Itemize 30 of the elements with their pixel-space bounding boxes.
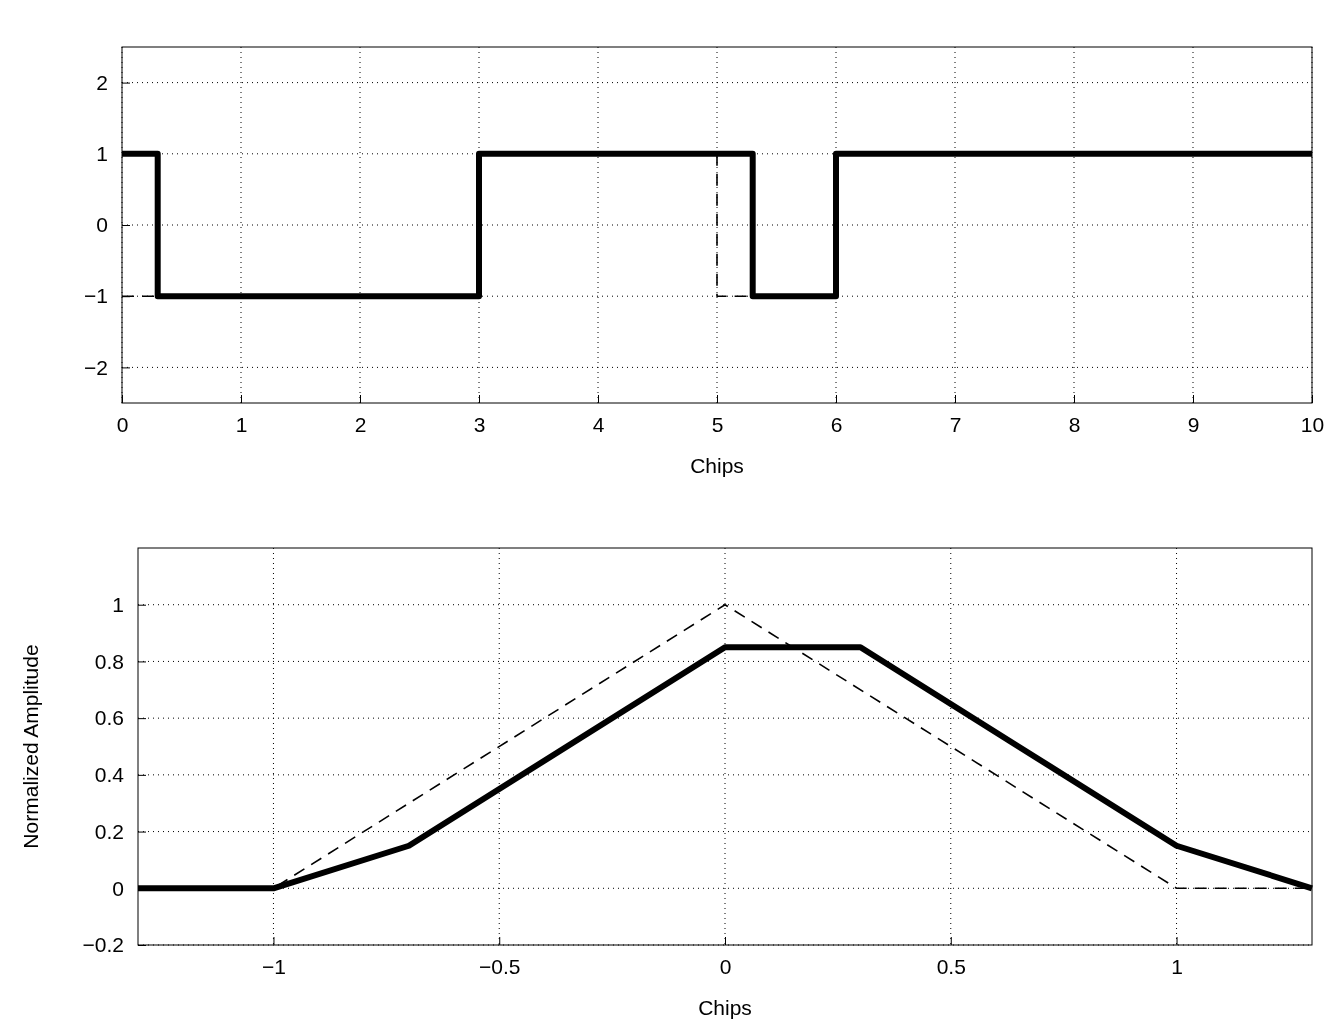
x-tick-label: 3 bbox=[473, 412, 486, 436]
x-tick-label: −0.5 bbox=[479, 954, 521, 978]
y-tick-label: 1 bbox=[112, 592, 124, 616]
y-tick-label: −1 bbox=[84, 284, 108, 308]
x-tick-label: 8 bbox=[1068, 412, 1081, 436]
x-tick-label: −1 bbox=[261, 954, 286, 978]
x-tick-label: 7 bbox=[949, 412, 962, 436]
x-axis-title: Chips bbox=[690, 454, 744, 477]
x-tick-label: 2 bbox=[354, 412, 367, 436]
x-tick-label: 9 bbox=[1187, 412, 1200, 436]
x-tick-label: 0 bbox=[719, 954, 732, 978]
y-tick-label: 0 bbox=[112, 876, 124, 900]
x-axis-title: Chips bbox=[698, 996, 752, 1019]
x-tick-label: 1 bbox=[235, 412, 248, 436]
y-tick-label: 0 bbox=[96, 213, 108, 237]
y-tick-label: 0.2 bbox=[94, 819, 124, 843]
x-tick-label: 10 bbox=[1300, 412, 1325, 436]
y-tick-label: 0.6 bbox=[94, 706, 124, 730]
y-axis-title: Normalized Amplitude bbox=[19, 644, 42, 849]
x-tick-label: 0.5 bbox=[936, 954, 966, 978]
y-tick-label: 1 bbox=[96, 142, 108, 166]
y-tick-label: −2 bbox=[84, 355, 108, 379]
y-tick-label: 2 bbox=[96, 70, 108, 94]
x-tick-label: 1 bbox=[1171, 954, 1183, 978]
x-tick-label: 6 bbox=[830, 412, 843, 436]
y-tick-label: −0.2 bbox=[82, 933, 124, 957]
x-tick-label: 5 bbox=[711, 412, 724, 436]
y-tick-label: 0.4 bbox=[94, 763, 125, 787]
x-tick-label: 4 bbox=[592, 412, 605, 436]
y-tick-label: 0.8 bbox=[94, 649, 124, 673]
